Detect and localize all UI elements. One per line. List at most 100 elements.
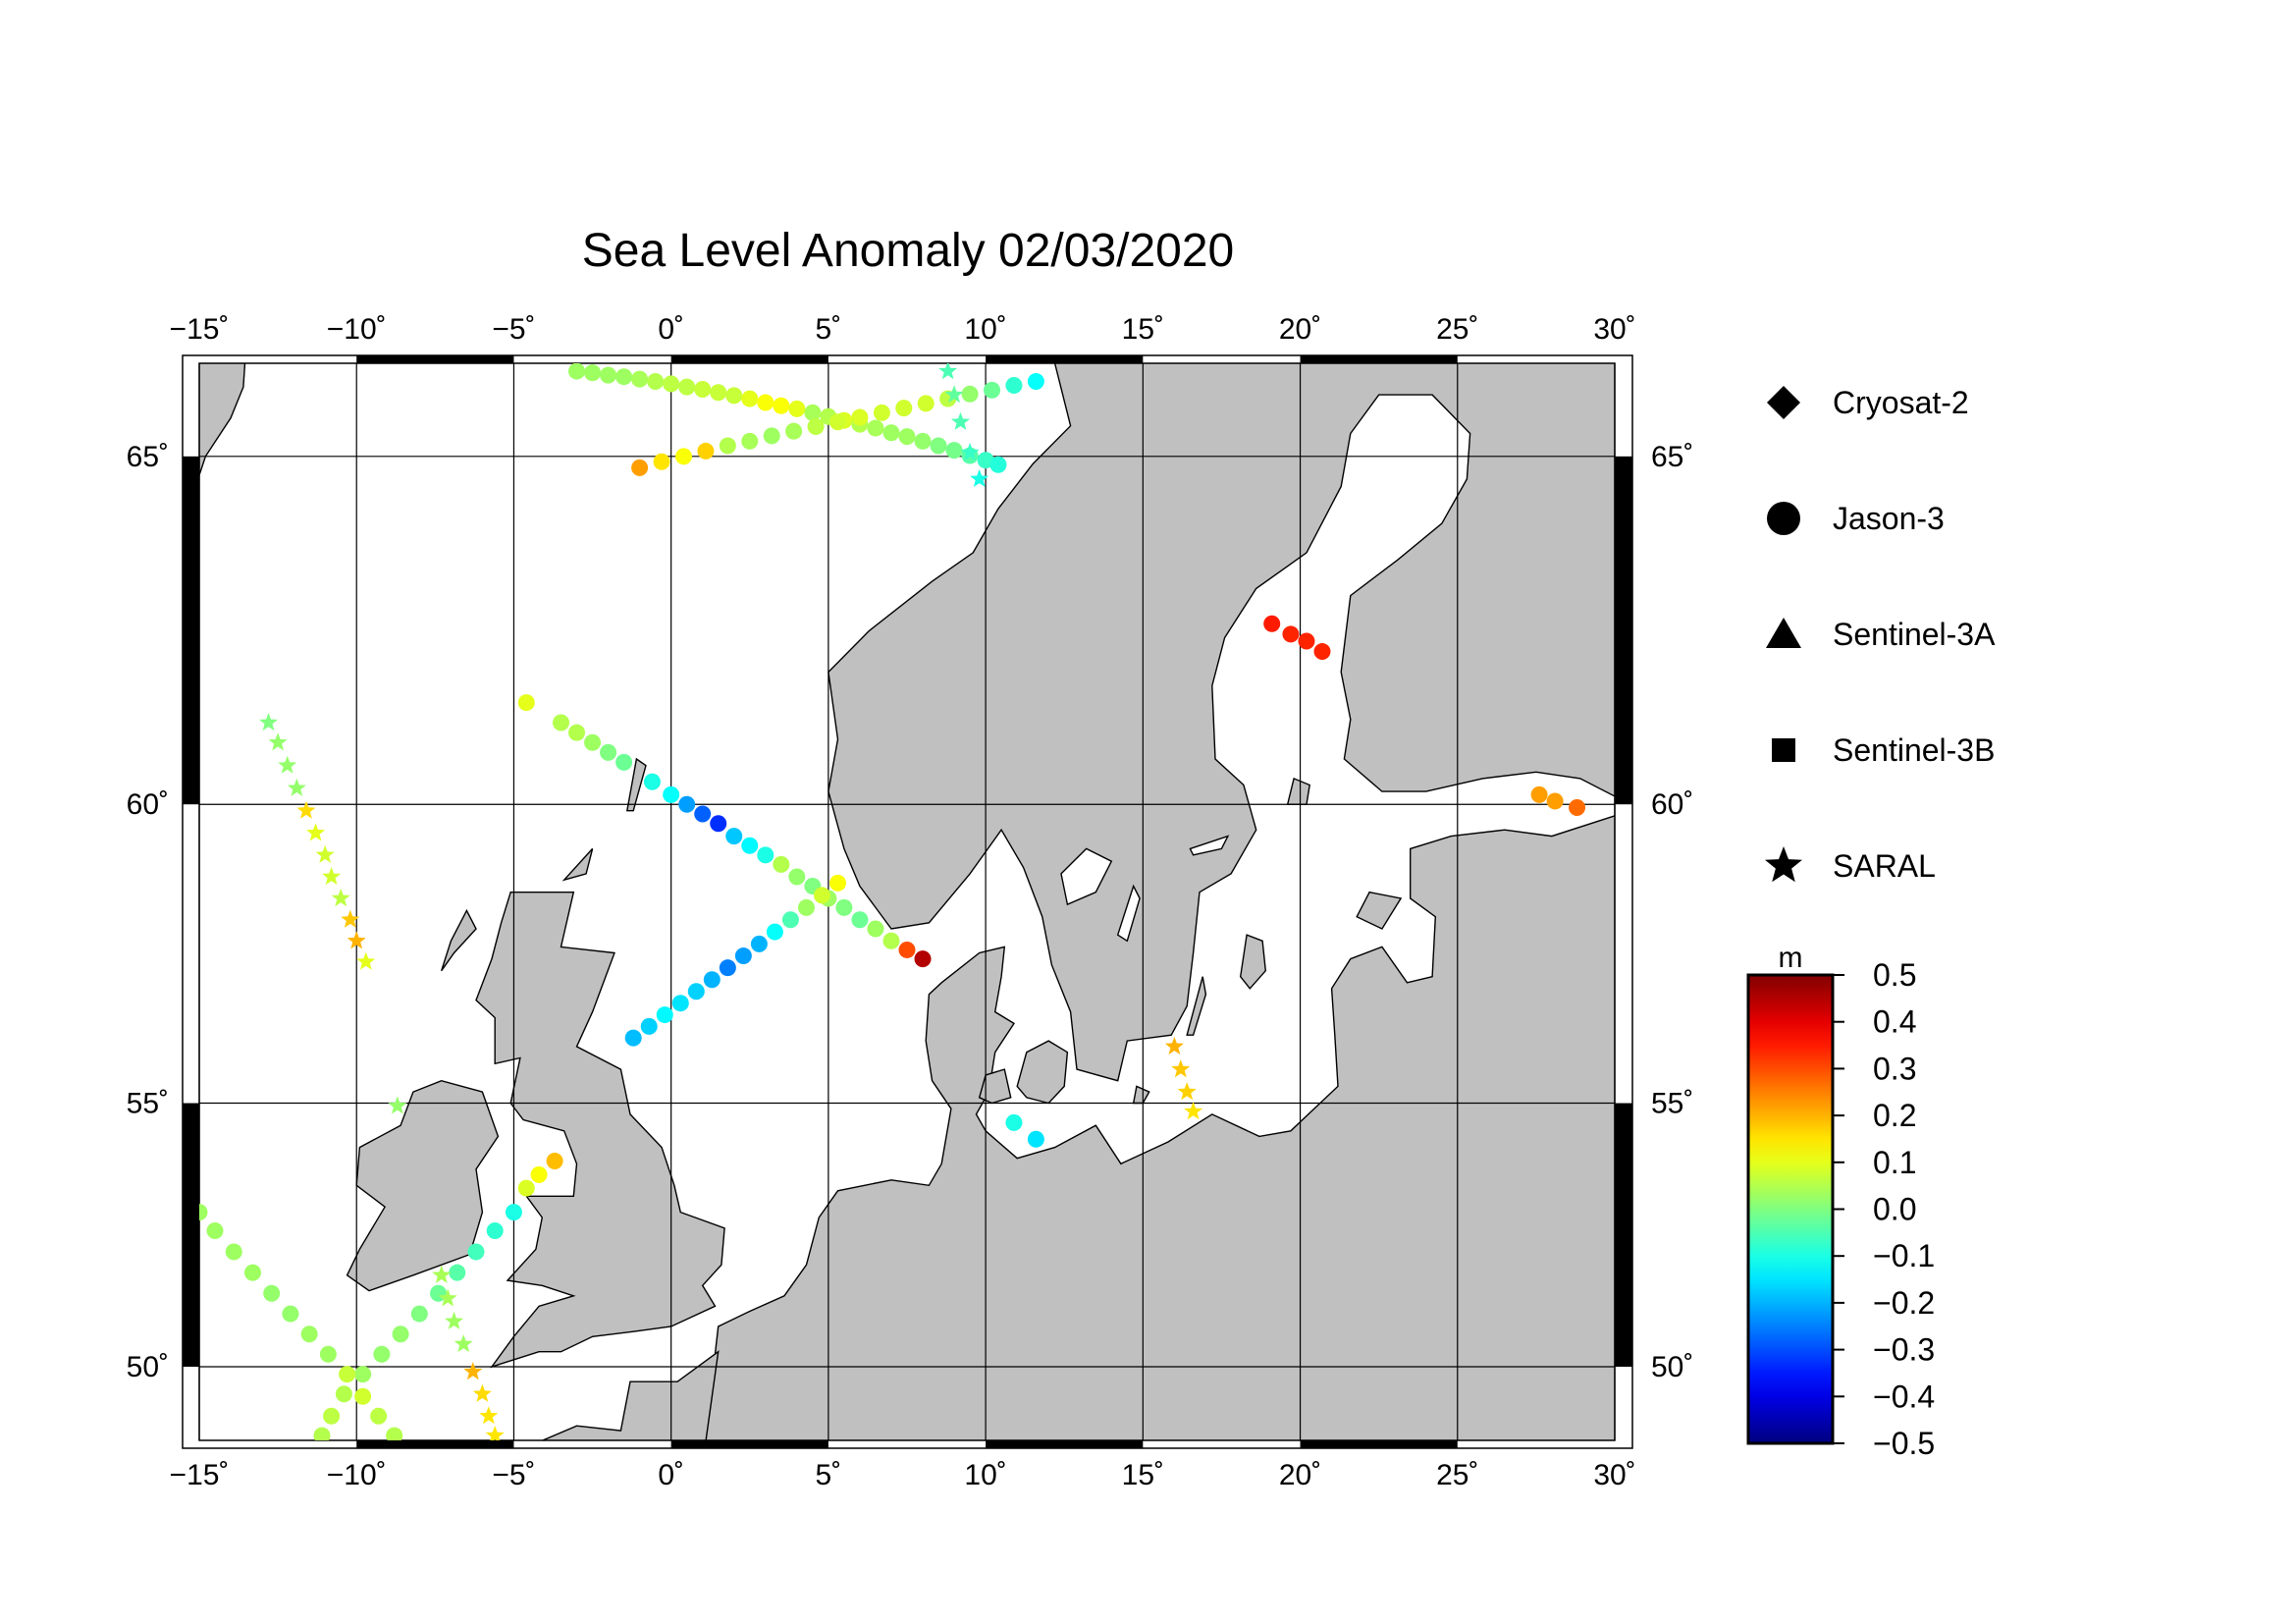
lon-tick-label-bottom: −10˚: [327, 1459, 387, 1491]
data-point: [331, 889, 350, 907]
land-gotland: [1239, 934, 1267, 990]
frame-bar-top: [1300, 355, 1458, 363]
lon-tick-label-bottom: 20˚: [1279, 1459, 1321, 1491]
colorbar-tick-label: 0.3: [1873, 1051, 1916, 1086]
data-point: [1027, 1130, 1044, 1148]
land-iceland-edge: [199, 363, 246, 478]
data-point: [663, 785, 680, 803]
land-baltic-coast: [704, 815, 1615, 1440]
data-point: [1569, 798, 1586, 816]
data-point: [615, 753, 633, 771]
map-title: Sea Level Anomaly 02/03/2020: [581, 225, 1235, 277]
data-point: [734, 947, 752, 965]
series-jason-3: [199, 363, 1586, 1440]
land-scandinavia: [828, 363, 1615, 1082]
data-point: [813, 887, 830, 904]
data-point: [687, 983, 705, 1001]
data-point: [410, 1305, 428, 1323]
data-point: [432, 1265, 452, 1283]
land-ireland: [346, 1079, 500, 1292]
data-point: [895, 400, 913, 417]
lake-vanern: [1060, 847, 1113, 906]
data-point: [835, 898, 853, 916]
data-point: [882, 932, 900, 949]
data-point: [463, 1362, 483, 1380]
data-point: [517, 694, 535, 712]
data-point: [653, 453, 670, 470]
data-point: [386, 1427, 403, 1440]
data-point: [553, 714, 570, 731]
lon-tick-label-bottom: 10˚: [964, 1459, 1006, 1491]
legend-circle-icon: [1767, 502, 1800, 535]
data-point: [438, 1288, 457, 1307]
lat-tick-label-right: 60˚: [1651, 788, 1693, 821]
data-point: [867, 920, 884, 938]
data-point: [296, 800, 316, 819]
frame-bar-bottom: [670, 1440, 828, 1448]
data-point: [199, 1204, 208, 1221]
lake-malaren: [1189, 835, 1230, 856]
data-point: [449, 1264, 466, 1281]
lat-tick-label-right: 50˚: [1651, 1351, 1693, 1383]
data-point: [370, 1407, 388, 1425]
data-point: [335, 1385, 352, 1403]
data-point: [851, 911, 869, 929]
data-point: [341, 909, 360, 928]
data-point: [373, 1345, 391, 1363]
frame-bar-top: [986, 355, 1144, 363]
lon-tick-label-top: 30˚: [1593, 313, 1635, 346]
land-zealand: [1016, 1040, 1069, 1105]
lat-tick-label-left: 50˚: [127, 1351, 169, 1383]
data-point: [678, 378, 696, 396]
data-point: [989, 456, 1007, 473]
data-point: [600, 366, 617, 384]
data-point: [671, 995, 689, 1012]
data-point: [960, 443, 980, 461]
data-point: [917, 395, 934, 412]
data-point: [741, 837, 759, 854]
data-point: [750, 935, 768, 952]
data-point: [766, 923, 783, 941]
data-point: [781, 911, 799, 929]
frame-outer: [182, 354, 1633, 1449]
colorbar-tick-label: 0.4: [1873, 1004, 1916, 1040]
colorbar-tick-label: 0.0: [1873, 1192, 1916, 1227]
data-point: [454, 1334, 473, 1353]
lon-tick-label-bottom: 5˚: [816, 1459, 842, 1491]
land-layer: [199, 363, 1615, 1440]
data-point: [1171, 1059, 1191, 1078]
legend-diamond-icon: [1767, 386, 1800, 419]
data-point: [517, 1179, 535, 1197]
lat-tick-label-left: 65˚: [127, 441, 169, 473]
data-point: [640, 1017, 658, 1035]
data-point: [741, 432, 759, 450]
land-north-scotland-isles: [441, 908, 477, 972]
data-point: [656, 1006, 673, 1024]
colorbar-tick-label: −0.1: [1873, 1238, 1935, 1273]
lon-tick-label-bottom: 15˚: [1122, 1459, 1164, 1491]
data-point: [306, 823, 326, 841]
frame-bar-left: [183, 456, 199, 805]
data-point: [282, 1305, 299, 1323]
data-point: [479, 1406, 499, 1425]
frame-bar-top: [670, 355, 828, 363]
tick-labels: −15˚ −15˚ −10˚ −10˚ −5˚ −5˚ 0˚ 0˚ 5˚ 5˚ 10˚ 10˚ 15˚ 1…: [127, 313, 1694, 1491]
data-point: [600, 743, 617, 761]
lon-tick-label-top: −5˚: [492, 313, 535, 346]
data-point: [773, 855, 790, 873]
data-point: [930, 437, 947, 455]
land-orkney: [561, 847, 594, 882]
frame-bar-bottom: [986, 1440, 1144, 1448]
data-point: [631, 459, 649, 476]
data-point: [631, 370, 649, 388]
data-point: [763, 427, 780, 445]
data-point: [263, 1284, 281, 1302]
data-point: [568, 363, 586, 380]
data-point: [757, 846, 774, 864]
data-point: [678, 795, 696, 813]
lon-tick-label-bottom: −15˚: [170, 1459, 230, 1491]
lon-tick-label-top: 15˚: [1122, 313, 1164, 346]
data-point: [624, 1029, 642, 1047]
data-point: [568, 724, 586, 741]
